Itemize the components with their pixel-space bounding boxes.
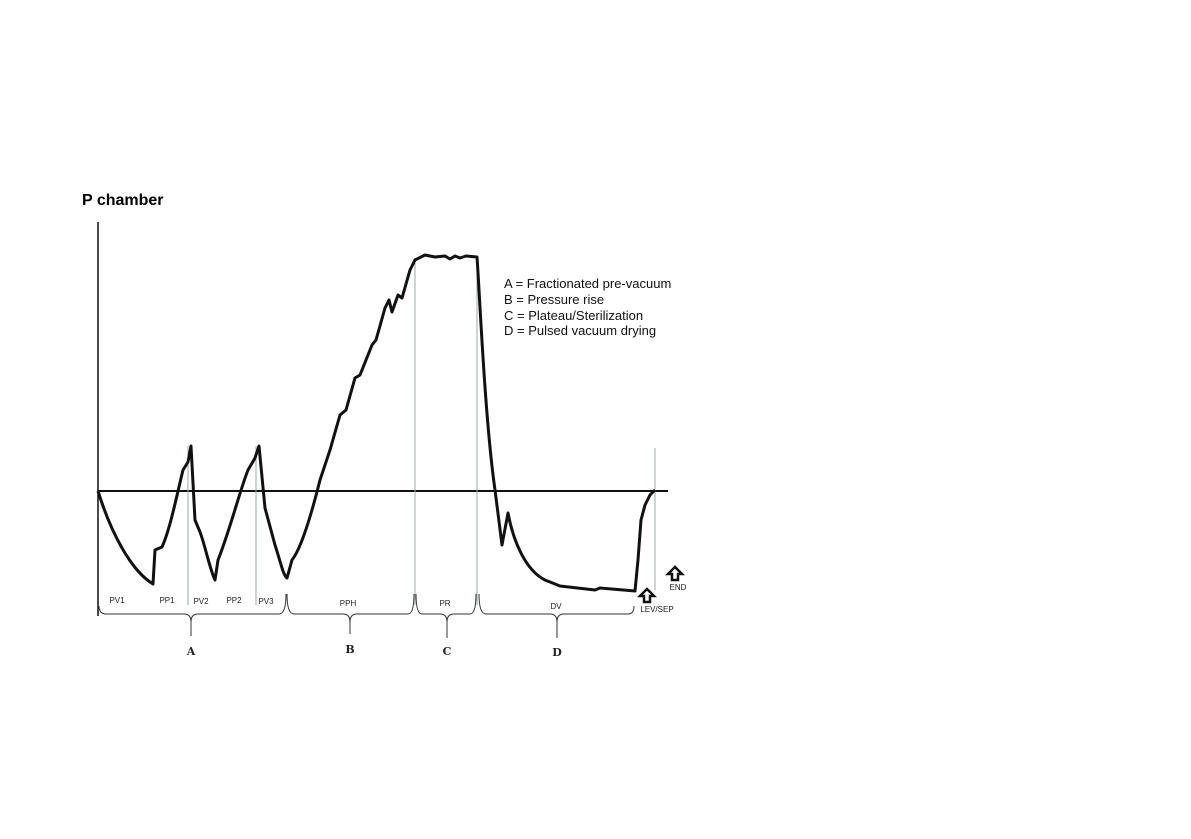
group-label: C [443,645,452,658]
phase-label: PV2 [193,597,209,606]
phase-label: PP1 [159,596,175,605]
group-label: D [552,646,562,659]
phase-label: PV1 [109,596,125,605]
marker-label: LEV/SEP [640,605,673,614]
arrow-icon [636,587,658,604]
phase-label: PV3 [258,597,274,606]
pressure-curve [96,253,657,593]
phase-label: PR [439,599,450,608]
group-label: A [186,645,196,658]
legend-item: C = Plateau/Sterilization [504,308,643,323]
title: P chamber [82,192,164,209]
braces [98,593,635,638]
legend-item: B = Pressure rise [504,292,604,307]
phase-label: PPH [340,599,357,608]
phase-dividers [187,258,656,605]
group-label: B [345,643,354,656]
arrow-icon [664,565,686,582]
phase-label: PP2 [226,596,242,605]
legend-item: A = Fractionated pre-vacuum [504,276,671,291]
phase-label: DV [550,602,562,611]
marker-label: END [670,583,687,592]
legend-item: D = Pulsed vacuum drying [504,323,656,338]
